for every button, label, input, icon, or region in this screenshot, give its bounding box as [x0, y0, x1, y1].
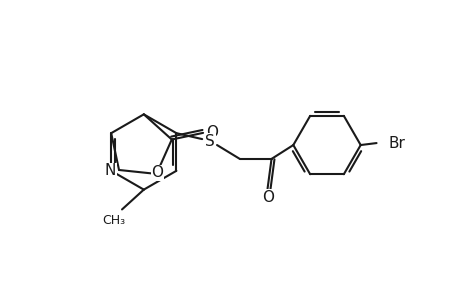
Text: O: O: [262, 190, 274, 205]
Text: O: O: [206, 125, 218, 140]
Text: O: O: [151, 165, 163, 180]
Text: S: S: [205, 134, 214, 148]
Text: Br: Br: [387, 136, 404, 151]
Text: CH₃: CH₃: [102, 214, 125, 227]
Text: N: N: [104, 163, 116, 178]
